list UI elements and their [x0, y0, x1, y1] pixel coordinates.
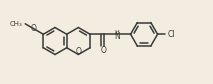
- Text: H: H: [115, 30, 119, 35]
- Text: O: O: [75, 47, 81, 56]
- Text: Cl: Cl: [168, 30, 175, 39]
- Text: O: O: [101, 46, 106, 55]
- Text: CH₃: CH₃: [9, 21, 22, 27]
- Text: O: O: [30, 24, 36, 33]
- Text: N: N: [114, 32, 120, 41]
